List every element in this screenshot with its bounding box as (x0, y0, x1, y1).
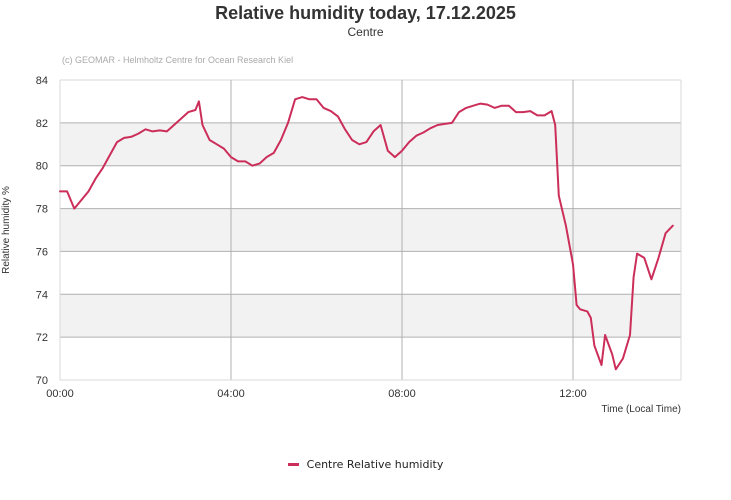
credit-text: (c) GEOMAR - Helmholtz Centre for Ocean … (62, 55, 294, 65)
y-axis-label: Relative humidity % (1, 186, 12, 274)
chart-title: Relative humidity today, 17.12.2025 (215, 3, 516, 23)
x-axis-label: Time (Local Time) (601, 404, 681, 415)
humidity-series-line[interactable] (59, 96, 674, 371)
y-tick-label: 72 (36, 332, 48, 344)
y-tick-label: 74 (36, 289, 48, 301)
y-tick-label: 82 (36, 118, 48, 130)
y-tick-label: 76 (36, 246, 48, 258)
y-tick-label: 70 (36, 375, 48, 387)
x-tick-label: 00:00 (46, 388, 74, 400)
legend[interactable]: Centre Relative humidity (0, 458, 731, 471)
grid-lines (59, 79, 682, 381)
y-axis-ticks: 84 82 80 78 76 74 72 70 (36, 75, 48, 387)
x-axis-ticks: 00:00 04:00 08:00 12:00 (46, 388, 587, 400)
x-tick-label: 12:00 (559, 388, 587, 400)
plot-band (60, 294, 681, 338)
plot-bands (60, 122, 681, 338)
x-tick-label: 04:00 (217, 388, 245, 400)
y-tick-label: 84 (36, 75, 48, 87)
plot-band (60, 122, 681, 166)
y-tick-label: 80 (36, 161, 48, 173)
chart-subtitle: Centre (347, 25, 384, 39)
y-tick-label: 78 (36, 204, 48, 216)
x-tick-label: 08:00 (388, 388, 416, 400)
legend-label: Centre Relative humidity (306, 458, 444, 471)
plot-band (60, 208, 681, 252)
legend-swatch-icon (287, 462, 299, 466)
